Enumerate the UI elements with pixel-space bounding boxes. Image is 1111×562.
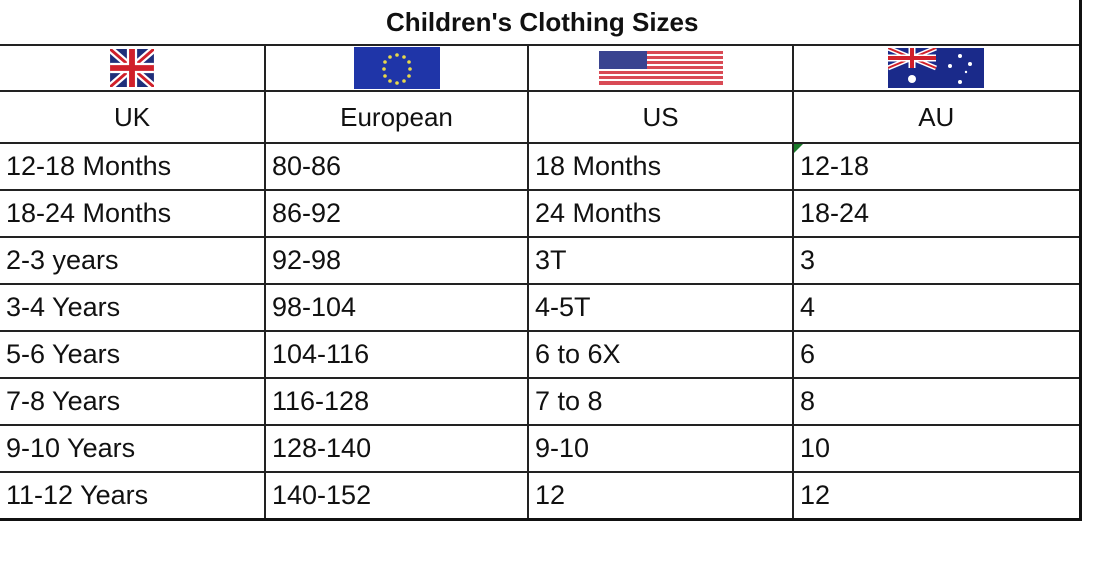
cell-text: 12-18 — [800, 151, 870, 181]
cell-au: 12 — [792, 471, 1082, 521]
cell-uk: 12-18 Months — [0, 142, 266, 191]
table-title: Children's Clothing Sizes — [0, 0, 1082, 46]
cell-us: 12 — [527, 471, 794, 521]
clothing-size-table: Children's Clothing Sizes — [0, 0, 1082, 521]
cell-uk: 11-12 Years — [0, 471, 266, 521]
cell-au: 4 — [792, 283, 1082, 332]
column-header-uk: UK — [0, 90, 266, 144]
flag-cell-uk — [0, 44, 266, 92]
cell-us: 4-5T — [527, 283, 794, 332]
cell-au: 6 — [792, 330, 1082, 379]
table-row: 9-10 Years 128-140 9-10 10 — [0, 424, 1082, 473]
eu-flag-icon — [353, 47, 440, 89]
cell-uk: 5-6 Years — [0, 330, 266, 379]
cell-us: 7 to 8 — [527, 377, 794, 426]
cell-uk: 18-24 Months — [0, 189, 266, 238]
column-header-us: US — [527, 90, 794, 144]
cell-us: 24 Months — [527, 189, 794, 238]
cell-uk: 9-10 Years — [0, 424, 266, 473]
flag-cell-us — [527, 44, 794, 92]
cell-us: 9-10 — [527, 424, 794, 473]
cell-us: 3T — [527, 236, 794, 285]
table-row: 12-18 Months 80-86 18 Months 12-18 — [0, 142, 1082, 191]
cell-uk: 3-4 Years — [0, 283, 266, 332]
cell-us: 6 to 6X — [527, 330, 794, 379]
cell-comment-marker-icon — [795, 145, 803, 153]
cell-european: 98-104 — [264, 283, 529, 332]
table-row: 18-24 Months 86-92 24 Months 18-24 — [0, 189, 1082, 238]
cell-european: 86-92 — [264, 189, 529, 238]
table-row: 3-4 Years 98-104 4-5T 4 — [0, 283, 1082, 332]
cell-european: 80-86 — [264, 142, 529, 191]
table-row: 11-12 Years 140-152 12 12 — [0, 471, 1082, 521]
uk-flag-icon — [110, 49, 154, 87]
au-flag-icon — [888, 48, 985, 88]
column-header-european: European — [264, 90, 529, 144]
table-row: 2-3 years 92-98 3T 3 — [0, 236, 1082, 285]
flag-cell-eu — [264, 44, 529, 92]
cell-uk: 2-3 years — [0, 236, 266, 285]
flag-cell-au — [792, 44, 1082, 92]
cell-au: 10 — [792, 424, 1082, 473]
us-flag-icon — [598, 51, 723, 85]
cell-au: 8 — [792, 377, 1082, 426]
cell-european: 116-128 — [264, 377, 529, 426]
cell-au: 12-18 — [792, 142, 1082, 191]
cell-european: 128-140 — [264, 424, 529, 473]
cell-uk: 7-8 Years — [0, 377, 266, 426]
cell-european: 140-152 — [264, 471, 529, 521]
table-row: 5-6 Years 104-116 6 to 6X 6 — [0, 330, 1082, 379]
cell-european: 92-98 — [264, 236, 529, 285]
cell-au: 18-24 — [792, 189, 1082, 238]
column-header-au: AU — [792, 90, 1082, 144]
cell-european: 104-116 — [264, 330, 529, 379]
cell-au: 3 — [792, 236, 1082, 285]
cell-us: 18 Months — [527, 142, 794, 191]
